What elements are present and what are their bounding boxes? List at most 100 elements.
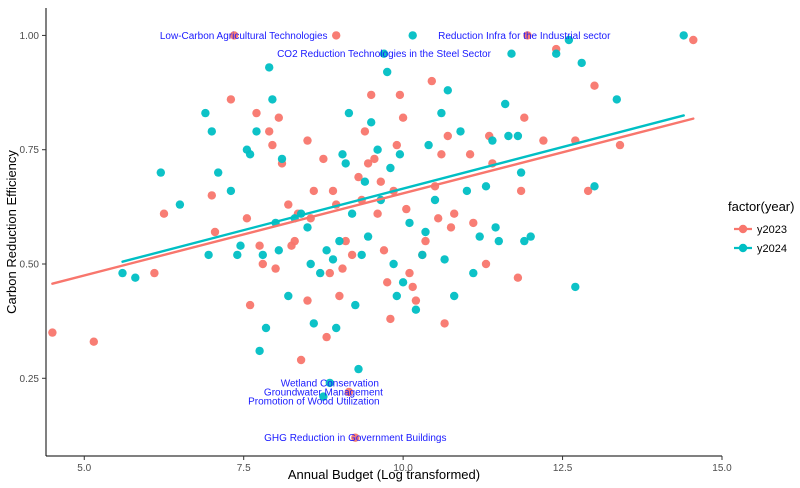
point-y2024 <box>430 195 440 205</box>
point-y2023 <box>615 140 625 150</box>
point-y2023 <box>290 236 299 246</box>
point-y2024 <box>501 99 510 109</box>
point-y2024 <box>357 250 366 260</box>
point-y2023 <box>363 159 373 168</box>
point-y2024 <box>131 273 140 282</box>
annotation-label: Reduction Infra for the Industrial secto… <box>438 31 611 42</box>
point-y2023 <box>376 177 385 186</box>
point-y2024 <box>341 159 350 168</box>
point-y2024 <box>411 305 421 314</box>
point-y2023 <box>274 113 283 122</box>
point-y2024 <box>268 95 277 104</box>
point-y2024 <box>590 182 599 191</box>
point-y2023 <box>402 204 411 214</box>
point-y2024 <box>450 291 459 301</box>
point-y2023 <box>520 113 529 122</box>
point-y2024 <box>395 150 405 159</box>
point-y2023 <box>398 113 408 122</box>
point-y2024 <box>309 319 318 328</box>
point-y2024 <box>679 31 688 40</box>
annotation-label: Low-Carbon Agricultural Technologies <box>160 31 328 42</box>
point-y2024 <box>325 378 334 388</box>
point-y2023 <box>386 314 395 324</box>
point-y2023 <box>89 337 99 346</box>
point-y2023 <box>226 95 236 104</box>
point-y2023 <box>242 214 252 223</box>
point-y2023 <box>322 332 331 342</box>
annotation-label: Promotion of Wood Utilization <box>248 397 380 408</box>
point-y2023 <box>347 250 357 260</box>
annotation-label: CO2 Reduction Technologies in the Steel … <box>277 49 492 60</box>
point-y2023 <box>271 264 280 273</box>
legend-title: factor(year) <box>728 199 794 214</box>
point-y2024 <box>360 177 370 186</box>
point-y2024 <box>255 346 264 356</box>
point-y2024 <box>552 49 561 58</box>
point-y2024 <box>201 108 210 118</box>
point-y2024 <box>443 86 452 95</box>
point-y2023 <box>434 214 443 223</box>
point-y2023 <box>245 300 255 310</box>
point-y2023 <box>450 209 459 218</box>
point-y2024 <box>175 200 185 209</box>
point-y2024 <box>363 232 373 241</box>
point-y2024 <box>344 108 354 118</box>
point-annotations: Low-Carbon Agricultural Technologies Redu… <box>160 31 611 444</box>
point-y2023 <box>150 268 159 278</box>
point-y2023 <box>303 296 312 305</box>
point-y2023 <box>284 200 293 209</box>
point-y2023 <box>332 31 341 40</box>
point-y2024 <box>571 282 580 292</box>
point-y2024 <box>513 131 523 141</box>
point-y2024 <box>379 49 389 58</box>
point-y2024 <box>207 127 216 136</box>
legend: factor(year) y2023 y2024 <box>728 199 794 255</box>
point-y2023 <box>411 296 421 305</box>
point-y2024 <box>373 145 382 154</box>
point-y2024 <box>520 236 529 246</box>
point-y2023 <box>513 273 523 282</box>
point-y2023 <box>258 259 267 269</box>
point-y2023 <box>296 355 306 365</box>
point-y2024 <box>226 186 236 196</box>
point-y2024 <box>204 250 213 260</box>
point-y2024 <box>462 186 472 196</box>
point-y2023 <box>590 81 599 90</box>
point-y2024 <box>322 246 331 255</box>
x-tick-label: 12.5 <box>553 463 573 474</box>
point-y2024 <box>398 278 408 287</box>
point-y2024 <box>418 250 427 260</box>
legend-key-point <box>738 224 748 234</box>
annotation-label: GHG Reduction in Government Buildings <box>264 433 446 444</box>
point-y2024 <box>306 259 315 269</box>
point-y2023 <box>351 433 360 442</box>
point-y2024 <box>507 49 516 58</box>
point-y2024 <box>233 250 242 260</box>
x-tick-label: 7.5 <box>237 463 251 474</box>
annotation-label: Wetland Conservation <box>281 378 379 389</box>
point-y2023 <box>689 35 698 45</box>
trend-line-y2024 <box>121 114 685 263</box>
axes: 5.0 7.5 10.0 12.5 15.0 0.25 0.50 0.75 1.00 <box>20 8 732 474</box>
point-y2024 <box>504 131 513 141</box>
legend-label-y2024: y2024 <box>757 243 787 255</box>
point-y2023 <box>303 136 312 145</box>
point-y2023 <box>446 223 456 232</box>
point-y2023 <box>539 136 548 145</box>
point-y2024 <box>252 127 261 136</box>
point-y2023 <box>421 236 430 246</box>
x-axis-title: Annual Budget (Log transformed) <box>288 467 480 482</box>
y-tick-label: 0.75 <box>20 145 40 156</box>
point-y2023 <box>335 291 344 301</box>
point-y2024 <box>277 154 287 164</box>
point-y2023 <box>338 264 347 273</box>
point-y2024 <box>481 182 491 191</box>
point-y2023 <box>469 218 478 228</box>
x-tick-label: 10.0 <box>393 463 413 474</box>
y-tick-label: 1.00 <box>20 31 40 42</box>
point-y2023 <box>354 172 363 182</box>
point-y2023 <box>405 268 414 278</box>
point-y2023 <box>370 154 379 164</box>
point-y2024 <box>258 250 267 260</box>
